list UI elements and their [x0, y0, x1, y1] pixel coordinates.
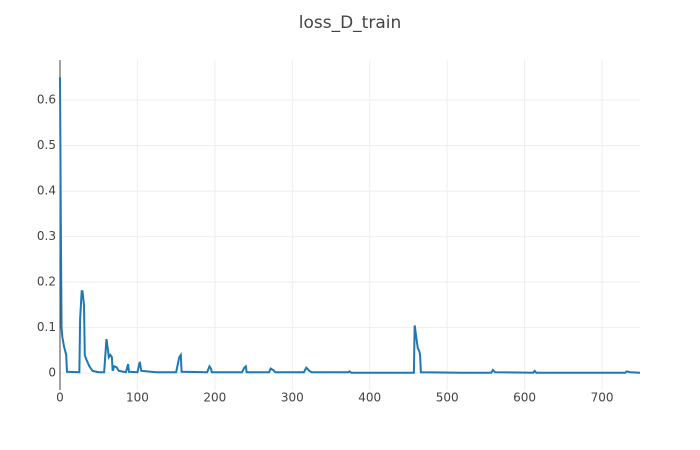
- y-tick-label: 0.3: [37, 229, 56, 243]
- x-tick-label: 700: [591, 391, 614, 405]
- x-tick-label: 500: [436, 391, 459, 405]
- y-tick-label: 0.5: [37, 138, 56, 152]
- x-tick-label: 100: [126, 391, 149, 405]
- y-tick-label: 0.2: [37, 275, 56, 289]
- chart-title: loss_D_train: [299, 13, 402, 33]
- x-tick-label: 600: [513, 391, 536, 405]
- data-line: [59, 77, 641, 374]
- y-tick-label: 0.4: [37, 184, 56, 198]
- y-tick-label: 0.6: [37, 93, 56, 107]
- x-tick-label: 400: [358, 391, 381, 405]
- y-tick-label: 0: [48, 366, 56, 380]
- x-tick-label: 200: [203, 391, 226, 405]
- y-tick-label: 0.1: [37, 320, 56, 334]
- x-tick-label: 300: [281, 391, 304, 405]
- x-tick-label: 0: [56, 391, 64, 405]
